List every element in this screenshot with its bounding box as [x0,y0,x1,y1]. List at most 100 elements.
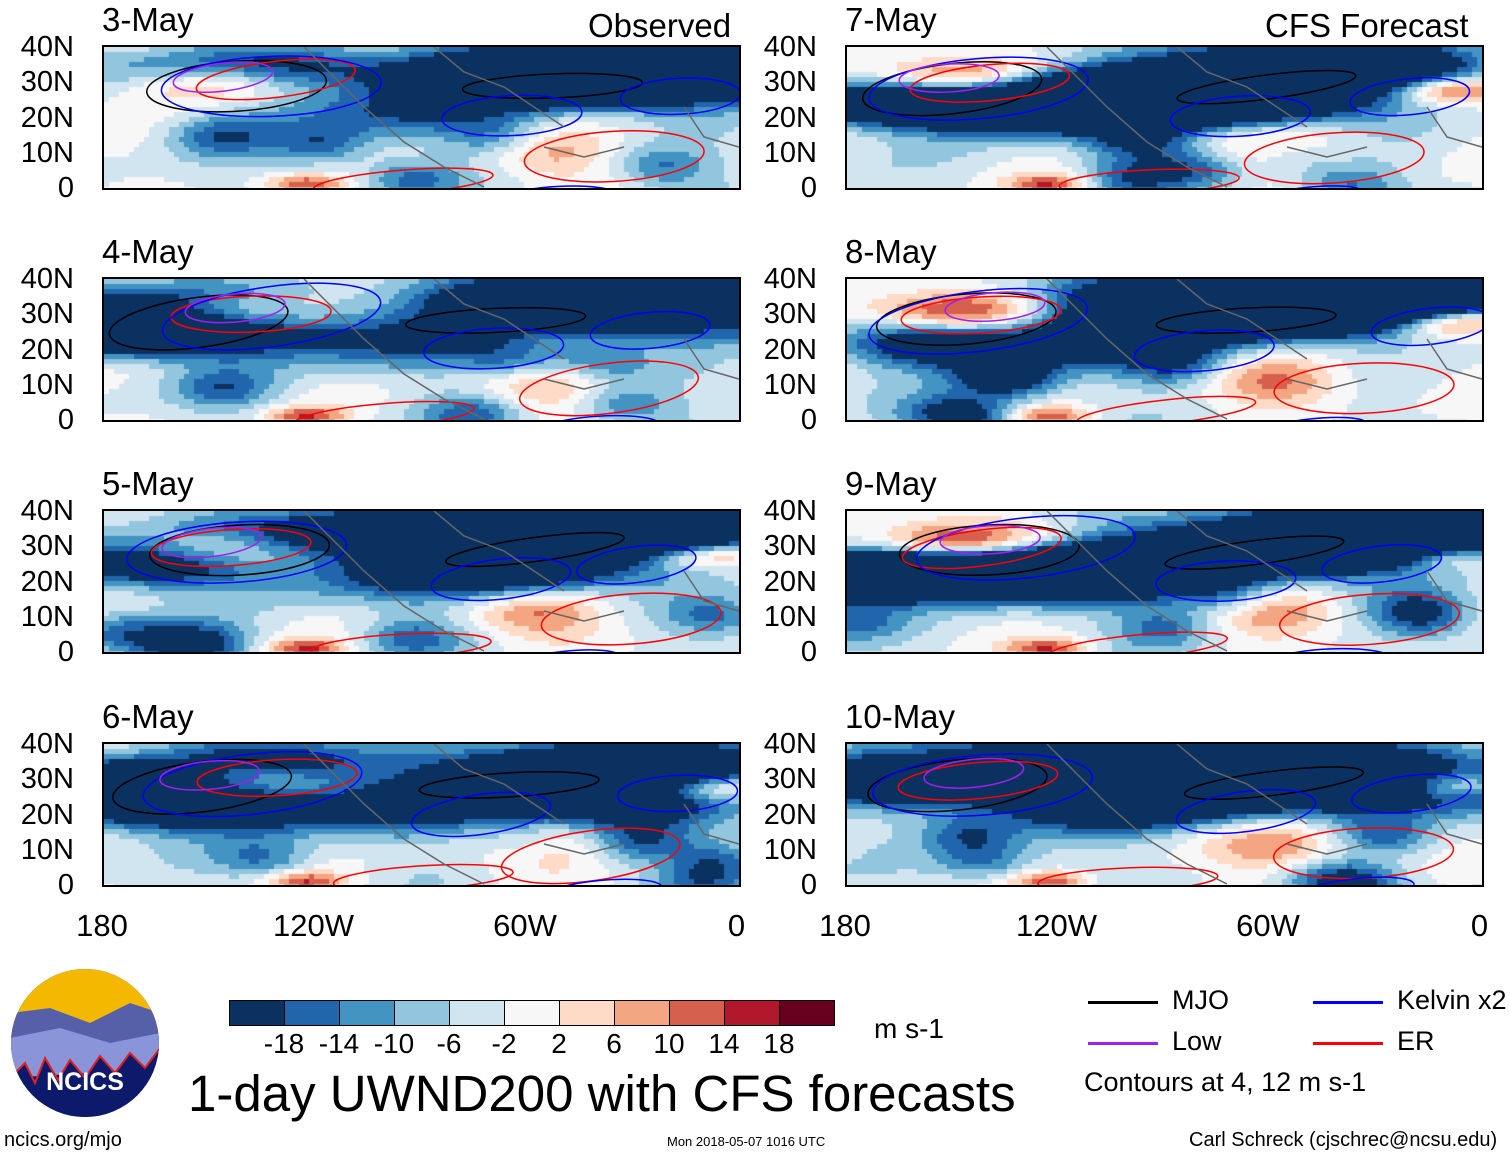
contour-line [150,528,312,568]
lon-label: 60W [493,908,557,943]
contour-line [195,58,357,101]
legend-label: ER [1397,1026,1435,1056]
contour-note: Contours at 4, 12 m s-1 [1084,1067,1367,1097]
colorbar-label: -14 [318,1028,360,1059]
lon-label: 180 [819,908,871,943]
contour-line [310,632,492,652]
coastline [303,47,739,188]
contour-line [1176,69,1357,105]
lat-label: 0 [57,404,74,437]
lat-label: 0 [800,636,817,669]
colorbar-swatch [340,1001,395,1025]
legend-label: MJO [1172,985,1229,1015]
contour-line [1273,362,1455,415]
lon-label: 180 [76,908,128,943]
contour-line [430,556,572,602]
lat-label: 10N [20,600,74,633]
contour-line [496,185,619,188]
map-panel [845,277,1484,422]
contour-line [872,753,1093,817]
contour-line [1370,306,1482,347]
contour-overlay [126,511,739,652]
contour-line [148,523,331,577]
observed-header: Observed [588,7,732,44]
panel-date: 6-May [102,698,194,735]
contour-line [444,531,625,568]
contour-line [1349,77,1471,117]
contour-line [423,327,565,370]
lat-label: 10N [763,368,817,401]
contour-line [923,757,1025,789]
contour-overlay [108,279,739,420]
contour-line [898,523,1081,577]
lat-label: 0 [800,404,817,437]
lat-label: 40N [763,31,817,63]
contour-line [441,94,583,137]
coastline [1046,744,1482,885]
colorbar-swatch [725,1001,780,1025]
map-panel [102,509,741,654]
colorbar-swatch [285,1001,340,1025]
contour-line [1037,866,1219,885]
colorbar-swatch [505,1001,560,1025]
contour-line [410,791,552,838]
contour-line [161,282,382,351]
contour-line [589,310,711,350]
footer-url[interactable]: ncics.org/mjo [4,1129,122,1151]
lat-label: 40N [763,728,817,760]
contour-overlay [111,744,739,885]
contour-line [901,526,1062,570]
contour-line [1183,766,1365,801]
lat-label: 20N [20,101,74,134]
lat-label: 30N [763,298,817,331]
contour-line [619,77,739,116]
colorbar-label: -2 [491,1028,517,1059]
lat-label: 20N [20,565,74,598]
contour-line [909,62,1071,103]
legend-line [1088,1042,1158,1045]
contour-line [1293,876,1415,885]
lat-label: 10N [763,833,817,866]
lat-label: 0 [57,869,74,902]
lat-label: 40N [20,495,74,527]
contour-line [897,760,1059,801]
contour-line [1243,185,1365,188]
lat-label: 20N [763,565,817,598]
colorbar-label: 2 [551,1028,567,1059]
lon-label: 120W [1016,908,1097,943]
contour-line [1133,329,1275,373]
coastline [303,511,739,652]
contour-line [196,758,358,797]
lat-label: 20N [20,333,74,366]
contour-line [939,524,1041,555]
figure-title: 1-day UWND200 with CFS forecasts [188,1065,1016,1122]
contour-line [1175,788,1317,835]
lon-label: 0 [727,908,746,943]
contour-line [161,526,263,559]
panel-date: 5-May [102,465,194,502]
colorbar-label: -10 [373,1028,415,1059]
lat-label: 20N [763,101,817,134]
uwnd-field [104,511,739,652]
lat-label: 20N [20,798,74,831]
contour-line [1155,560,1297,603]
colorbar [229,1000,835,1026]
contour-line [868,56,1090,121]
panel-date: 7-May [845,1,937,38]
map-panel [102,277,741,422]
legend-line [1313,1042,1383,1045]
map-panel [845,742,1484,887]
colorbar-label: 10 [653,1028,685,1059]
contour-line [170,295,332,334]
contour-overlay [861,47,1482,188]
colorbar-units: m s-1 [874,1013,944,1044]
contour-overlay [898,511,1482,652]
lat-label: 0 [57,636,74,669]
colorbar-swatch [560,1001,615,1025]
contour-line [1321,543,1443,584]
colorbar-swatch [670,1001,725,1025]
lat-label: 30N [20,530,74,563]
lat-label: 30N [20,298,74,331]
lat-label: 40N [20,728,74,760]
